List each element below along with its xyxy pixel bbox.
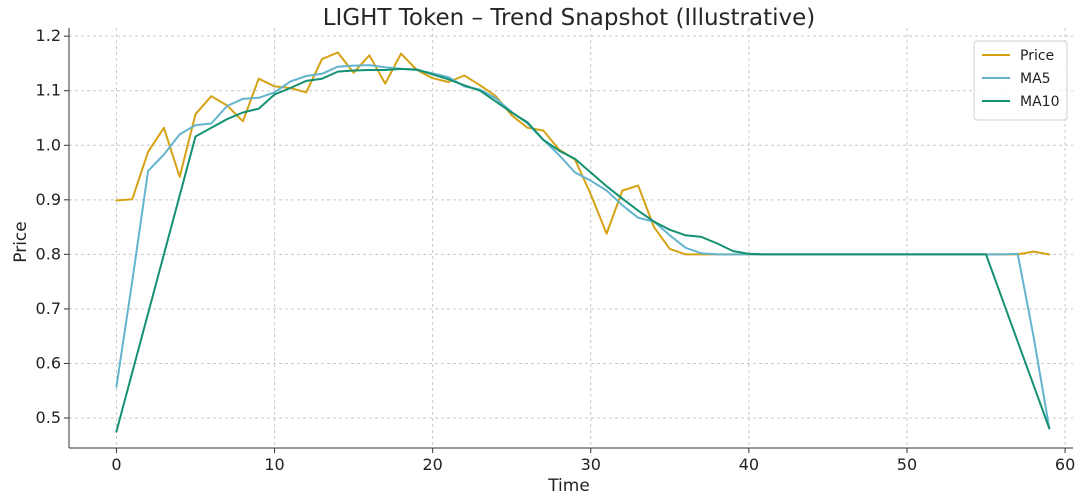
axes [68,28,1073,449]
x-axis-label: Time [547,476,590,496]
x-tick-label: 40 [739,455,759,474]
y-tick-label: 0.5 [36,408,61,427]
chart-title: LIGHT Token – Trend Snapshot (Illustrati… [323,5,816,31]
x-tick-label: 10 [264,455,284,474]
y-tick-label: 0.9 [36,190,61,209]
legend-label: MA10 [1020,94,1059,110]
series-line-ma5 [115,64,1051,430]
x-tick-label: 60 [1055,455,1075,474]
y-tick-label: 1.2 [36,26,61,45]
y-tick-label: 0.8 [36,244,61,263]
y-tick-label: 1.0 [36,135,61,154]
grid-lines [69,28,1073,448]
data-series [115,51,1051,433]
legend-label: Price [1020,48,1054,64]
y-tick-label: 0.7 [36,299,61,318]
x-tick-label: 50 [897,455,917,474]
y-tick-label: 0.6 [36,353,61,372]
legend-label: MA5 [1020,71,1051,87]
y-axis-label: Price [11,221,31,262]
x-tick-label: 20 [422,455,442,474]
y-tick-label: 1.1 [36,81,61,100]
tick-labels: 0 10 20 30 40 50 60 0.5 0.6 0.7 0.8 0.9 1.0 1.1 1.2 [36,26,1076,474]
series-line-ma10 [115,67,1051,433]
series-line-price [115,51,1051,256]
legend: Price MA5 MA10 [973,40,1068,121]
x-tick-label: 30 [581,455,601,474]
x-tick-label: 0 [111,455,121,474]
